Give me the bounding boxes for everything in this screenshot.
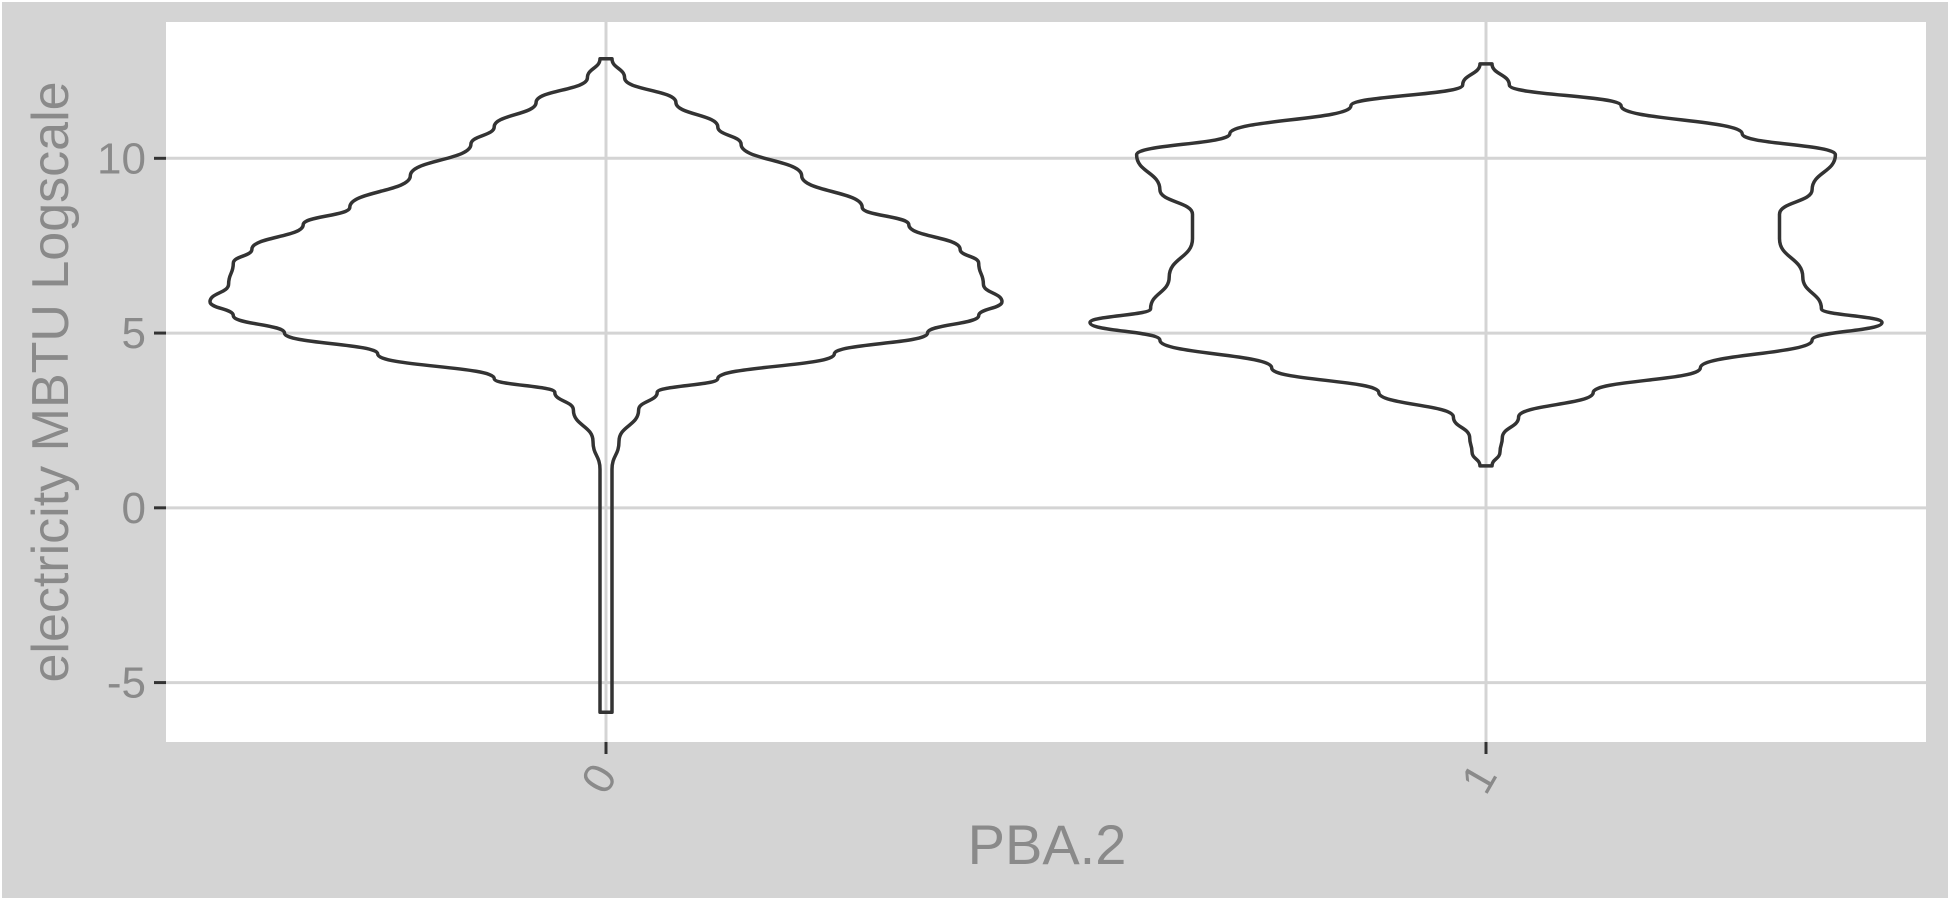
plot-panel xyxy=(166,22,1926,742)
x-tick-label: 0 xyxy=(572,756,627,802)
y-tick-label: 10 xyxy=(97,134,146,183)
y-axis-title: electricity MBTU Logscale xyxy=(22,81,80,682)
y-gridlines xyxy=(166,156,1926,685)
y-tick-label: 5 xyxy=(122,309,146,358)
y-tick-label: -5 xyxy=(107,659,146,708)
violins xyxy=(208,56,1884,715)
x-tick-label: 1 xyxy=(1452,756,1507,802)
x-gridlines xyxy=(604,22,1488,742)
violin-1 xyxy=(1088,62,1884,468)
violin-0 xyxy=(208,56,1004,715)
y-axis: -5 0 5 10 xyxy=(97,134,166,708)
x-axis-title: PBA.2 xyxy=(968,813,1127,876)
y-tick-label: 0 xyxy=(122,484,146,533)
